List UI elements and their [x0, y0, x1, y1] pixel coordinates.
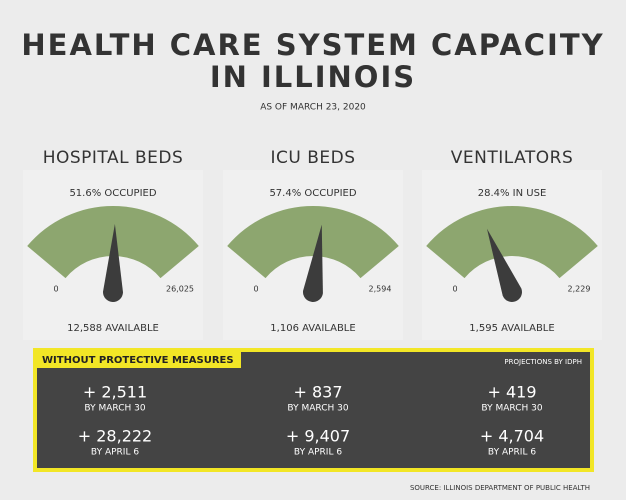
- title: IN ILLINOIS: [210, 60, 416, 94]
- projection-date: BY MARCH 30: [84, 404, 145, 414]
- projection-box: [33, 348, 594, 472]
- projection-note: PROJECTIONS BY IDPH: [504, 358, 582, 366]
- gauge-footer: 12,588 AVAILABLE: [67, 323, 159, 334]
- projection-value: + 4,704: [480, 427, 544, 446]
- projection-date: BY APRIL 6: [488, 448, 536, 458]
- gauge-value-label: 51.6% OCCUPIED: [69, 188, 156, 199]
- gauge-title: HOSPITAL BEDS: [43, 148, 184, 168]
- gauge-value-label: 28.4% IN USE: [478, 188, 547, 199]
- title: HEALTH CARE SYSTEM CAPACITY: [21, 28, 604, 62]
- gauge-max: 26,025: [166, 285, 194, 294]
- projection-value: + 9,407: [286, 427, 350, 446]
- projection-heading: WITHOUT PROTECTIVE MEASURES: [42, 355, 234, 366]
- projection-value: + 2,511: [83, 383, 147, 402]
- gauge-needle: [103, 224, 123, 302]
- gauge-arc: [426, 206, 598, 279]
- gauge-min: 0: [253, 285, 258, 294]
- gauge-max: 2,229: [568, 285, 591, 294]
- gauge-title: ICU BEDS: [270, 148, 355, 168]
- gauge-footer: 1,595 AVAILABLE: [469, 323, 554, 334]
- projection-value: + 419: [487, 383, 536, 402]
- gauge-footer: 1,106 AVAILABLE: [270, 323, 355, 334]
- gauge-needle: [303, 224, 323, 302]
- projection-value: + 28,222: [78, 427, 152, 446]
- projection-date: BY MARCH 30: [287, 404, 348, 414]
- gauge-title: VENTILATORS: [451, 148, 574, 168]
- gauge-max: 2,594: [369, 285, 392, 294]
- source: SOURCE: ILLINOIS DEPARTMENT OF PUBLIC HE…: [410, 484, 590, 492]
- subtitle: AS OF MARCH 23, 2020: [260, 103, 366, 113]
- heading-tab: [35, 350, 241, 368]
- gauge-arc: [227, 205, 399, 279]
- gauge-min: 0: [452, 285, 457, 294]
- gauge-needle: [486, 228, 522, 302]
- projection-value: + 837: [293, 383, 342, 402]
- gauge-value-label: 57.4% OCCUPIED: [269, 188, 356, 199]
- gauge-min: 0: [53, 285, 58, 294]
- projection-date: BY MARCH 30: [481, 404, 542, 414]
- projection-date: BY APRIL 6: [91, 448, 139, 458]
- projection-date: BY APRIL 6: [294, 448, 342, 458]
